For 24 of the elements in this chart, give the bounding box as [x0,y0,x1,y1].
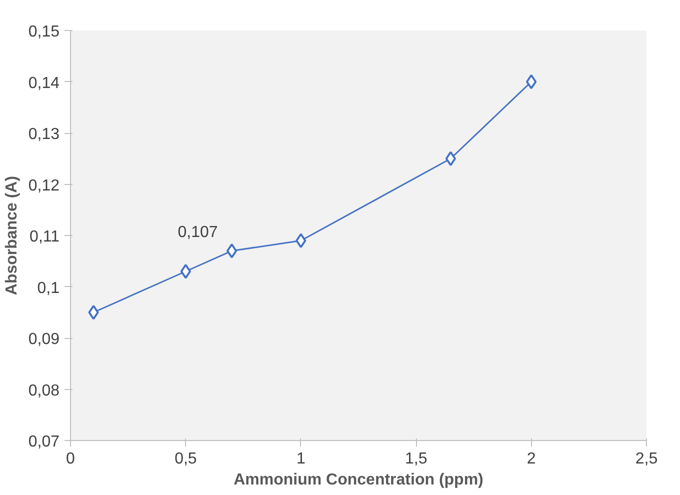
point [526,74,537,90]
y-tick-label: 0,14 [28,74,60,92]
point [445,151,456,166]
x-axis-title: Ammonium Concentration (ppm) [234,472,484,488]
y-tick-label: 0,09 [28,331,60,348]
y-axis-title: Absorbance (A) [3,176,20,296]
annotation: 0,107 [178,224,218,241]
y-tick-label: 0,07 [28,434,60,450]
x-tick-label: 2,5 [635,450,658,468]
x-tick-label: 1,5 [404,450,428,468]
y-tick-label: 0,13 [28,126,60,143]
point [88,304,99,320]
point [226,243,238,258]
y-tick-label: 0,08 [28,382,60,400]
y-tick-label: 0,15 [28,24,60,40]
point [296,233,306,248]
x-tick-label: 2 [526,450,536,468]
y-tick-label: 0,11 [30,228,60,246]
point [180,264,192,279]
x-tick-label: 1 [296,450,306,468]
y-tick-label: 0,1 [37,280,60,297]
x-tick-label: 0 [66,450,76,468]
y-tick-label: 0,12 [28,177,60,194]
x-tick-label: 0,5 [174,450,197,468]
